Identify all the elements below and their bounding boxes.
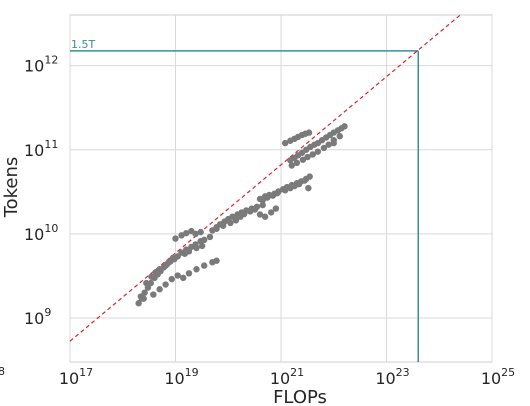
- data-point: [306, 173, 313, 180]
- x-tick-base: 10: [375, 369, 395, 388]
- data-point: [213, 225, 220, 232]
- x-tick-base: 10: [270, 369, 290, 388]
- data-point: [135, 300, 142, 307]
- y-tick-partial-exponent: 8: [0, 365, 5, 378]
- x-tick-exponent: 17: [79, 366, 93, 379]
- y-tick-exponent: 12: [44, 54, 58, 67]
- data-point: [169, 254, 177, 261]
- data-point: [192, 230, 199, 238]
- data-point: [288, 162, 295, 169]
- data-point: [206, 233, 214, 241]
- data-point: [227, 219, 234, 227]
- data-point: [156, 286, 163, 293]
- data-point: [274, 189, 281, 197]
- data-point: [295, 180, 303, 188]
- x-tick-base: 10: [481, 369, 501, 388]
- data-point: [185, 248, 193, 255]
- data-point: [301, 177, 308, 184]
- data-point: [264, 194, 271, 201]
- data-point: [172, 235, 179, 242]
- y-tick-label: 1010: [24, 222, 58, 244]
- data-point: [193, 266, 200, 273]
- data-point: [193, 244, 200, 252]
- data-point: [309, 151, 316, 158]
- y-axis-label: Tokens: [1, 157, 22, 219]
- data-points: [135, 123, 348, 307]
- x-axis-label: FLOPs: [273, 387, 327, 406]
- data-point: [198, 242, 206, 250]
- data-point: [293, 159, 301, 166]
- data-point: [281, 187, 289, 194]
- data-point: [259, 201, 266, 209]
- y-tick-label: 1011: [24, 138, 58, 160]
- data-point: [140, 295, 147, 302]
- data-point: [148, 273, 155, 280]
- data-point: [261, 213, 269, 220]
- data-point: [305, 129, 313, 136]
- x-tick-label: 1025: [481, 366, 515, 388]
- x-tick-exponent: 21: [290, 366, 304, 379]
- data-point: [180, 274, 187, 282]
- x-tick-base: 10: [59, 369, 79, 388]
- x-tick-label: 1023: [375, 366, 409, 388]
- y-tick-base: 10: [24, 57, 44, 76]
- data-point: [183, 229, 190, 237]
- data-point: [341, 123, 348, 130]
- data-point: [232, 217, 240, 224]
- data-point: [325, 141, 332, 148]
- data-point: [256, 211, 264, 218]
- data-point: [336, 132, 343, 140]
- x-tick-label: 1019: [164, 366, 198, 388]
- y-tick-base: 10: [24, 309, 44, 328]
- y-tick-exponent: 10: [44, 222, 58, 235]
- data-point: [200, 262, 208, 269]
- data-point: [304, 153, 311, 161]
- data-point: [272, 205, 280, 212]
- x-tick-label: 1017: [59, 366, 93, 388]
- data-point: [168, 275, 175, 283]
- data-point: [143, 279, 150, 287]
- y-tick-base: 10: [24, 141, 44, 160]
- data-point: [219, 222, 227, 229]
- x-tick-exponent: 25: [501, 366, 515, 379]
- x-tick-exponent: 23: [396, 366, 410, 379]
- data-point: [165, 259, 173, 266]
- y-tick-label: 1012: [24, 54, 58, 76]
- data-point: [281, 139, 289, 147]
- data-point: [267, 209, 275, 216]
- data-point: [251, 206, 259, 213]
- y-tick-exponent: 11: [44, 138, 58, 151]
- x-tick-base: 10: [164, 369, 184, 388]
- data-point: [299, 156, 307, 163]
- data-point: [185, 270, 193, 277]
- dashed-fit-line: [69, 14, 461, 342]
- annotation-label: 1.5T: [71, 38, 95, 51]
- data-point: [314, 148, 322, 155]
- y-tick-exponent: 9: [44, 306, 51, 319]
- data-point: [200, 236, 208, 244]
- data-point: [174, 272, 181, 279]
- data-point: [197, 228, 204, 236]
- x-tick-exponent: 19: [185, 366, 199, 379]
- grid: [69, 14, 493, 363]
- y-tick-base: 10: [24, 225, 44, 244]
- data-point: [320, 144, 328, 152]
- data-point: [259, 197, 266, 204]
- data-point: [147, 279, 154, 287]
- data-point: [156, 266, 163, 273]
- data-point: [240, 210, 248, 218]
- fit-line: [69, 14, 461, 342]
- reference-lines: 1.5T: [70, 38, 420, 362]
- data-point: [213, 257, 220, 264]
- data-point: [150, 291, 157, 298]
- data-point: [162, 281, 169, 288]
- data-point: [178, 232, 185, 239]
- data-point: [305, 184, 312, 192]
- x-tick-label: 1021: [270, 366, 304, 388]
- data-point: [330, 139, 337, 147]
- y-tick-label: 109: [24, 306, 51, 328]
